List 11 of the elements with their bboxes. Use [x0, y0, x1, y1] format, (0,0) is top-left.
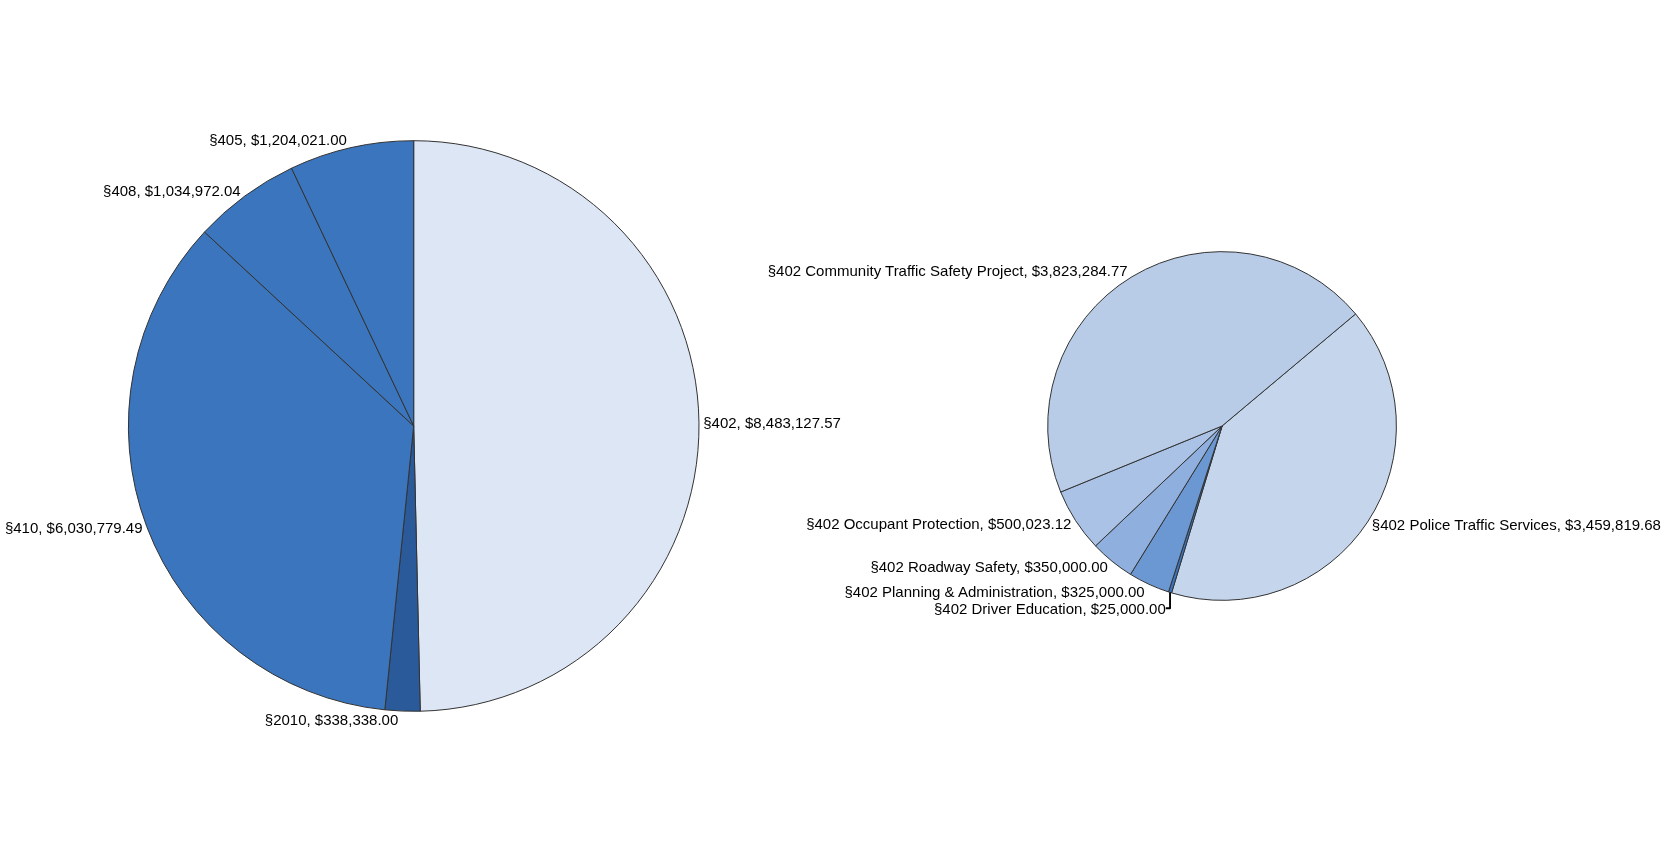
slice-label: §402 Occupant Protection, $500,023.12 — [806, 514, 1072, 532]
slice-label: §2010, $338,338.00 — [264, 711, 399, 729]
slice-label: §410, $6,030,779.49 — [4, 519, 143, 537]
slice-label: §405, $1,204,021.00 — [209, 131, 347, 149]
slice-label: §402, $8,483,127.57 — [703, 414, 841, 432]
slice-label: §408, $1,034,972.04 — [103, 181, 241, 199]
slice-label: §402 Roadway Safety, $350,000.00 — [870, 557, 1108, 575]
slice-label: §402 Driver Education, $25,000.00 — [933, 599, 1166, 617]
slice-label: §402 Community Traffic Safety Project, $3,823,284.77 — [767, 262, 1128, 280]
slice-label: §402 Police Traffic Services, $3,459,819.68 — [1371, 516, 1661, 534]
slice-label: §402 Planning & Administration, $325,000.00 — [844, 582, 1145, 600]
